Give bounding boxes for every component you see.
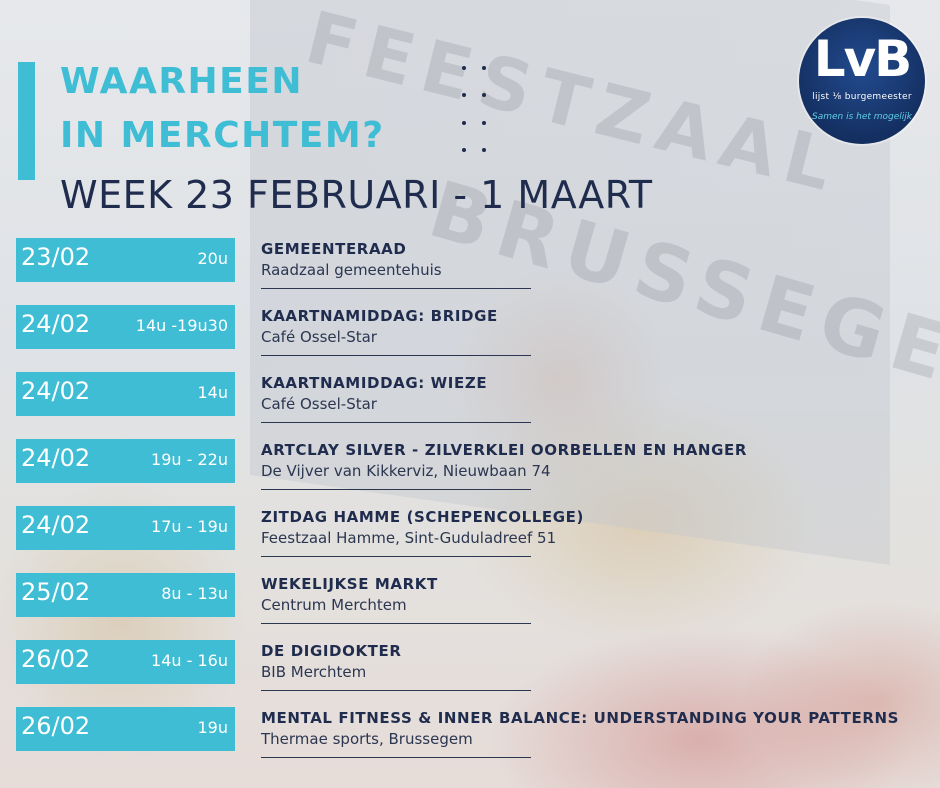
event-location: Raadzaal gemeentehuis <box>261 261 442 279</box>
event-location: Café Ossel-Star <box>261 328 377 346</box>
logo-mark: LvB <box>813 30 913 88</box>
event-divider <box>261 489 531 490</box>
event-date-box: 24/02 19u - 22u <box>16 439 235 483</box>
event-date: 24/02 <box>21 511 91 539</box>
event-date: 24/02 <box>21 444 91 472</box>
event-time: 14u <box>197 383 229 402</box>
event-time: 8u - 13u <box>161 584 228 603</box>
event-divider <box>261 556 531 557</box>
event-location: Thermae sports, Brussegem <box>261 730 473 748</box>
event-location: De Vijver van Kikkerviz, Nieuwbaan 74 <box>261 462 551 480</box>
event-date: 24/02 <box>21 377 91 405</box>
event-date-box: 24/02 17u - 19u <box>16 506 235 550</box>
event-divider <box>261 690 531 691</box>
event-item: 24/02 19u - 22u ARTCLAY SILVER - ZILVERKLE… <box>0 439 940 509</box>
week-heading: WEEK 23 FEBRUARI - 1 MAART <box>60 173 653 217</box>
event-item: 26/02 19u MENTAL FITNESS & INNER BALANCE: … <box>0 707 940 777</box>
event-divider <box>261 355 531 356</box>
event-time: 14u -19u30 <box>135 316 228 335</box>
event-divider <box>261 288 531 289</box>
event-time: 19u <box>197 718 229 737</box>
event-date-box: 23/02 20u <box>16 238 235 282</box>
title-line-1: WAARHEEN <box>60 61 303 102</box>
event-title: DE DIGIDOKTER <box>261 642 402 660</box>
event-location: Centrum Merchtem <box>261 596 407 614</box>
event-date-box: 24/02 14u -19u30 <box>16 305 235 349</box>
event-title: KAARTNAMIDDAG: BRIDGE <box>261 307 498 325</box>
event-location: Café Ossel-Star <box>261 395 377 413</box>
event-location: BIB Merchtem <box>261 663 367 681</box>
event-date: 23/02 <box>21 243 91 271</box>
event-divider <box>261 422 531 423</box>
event-divider <box>261 757 531 758</box>
event-time: 20u <box>197 249 229 268</box>
event-date-box: 24/02 14u <box>16 372 235 416</box>
event-divider <box>261 623 531 624</box>
event-date: 25/02 <box>21 578 91 606</box>
event-date-box: 26/02 14u - 16u <box>16 640 235 684</box>
event-item: 25/02 8u - 13u WEKELIJKSE MARKT Centrum Mer… <box>0 573 940 643</box>
event-time: 14u - 16u <box>151 651 228 670</box>
event-title: GEMEENTERAAD <box>261 240 407 258</box>
event-item: 24/02 14u KAARTNAMIDDAG: WIEZE Café Ossel-S… <box>0 372 940 442</box>
title-line-2: IN MERCHTEM? <box>60 115 385 156</box>
event-item: 24/02 14u -19u30 KAARTNAMIDDAG: BRIDGE Café… <box>0 305 940 375</box>
event-date: 24/02 <box>21 310 91 338</box>
event-title: WEKELIJKSE MARKT <box>261 575 438 593</box>
event-item: 24/02 17u - 19u ZITDAG HAMME (SCHEPENCOLLE… <box>0 506 940 576</box>
logo-subtitle: lijst ⅛ burgemeester <box>812 92 912 102</box>
event-title: ARTCLAY SILVER - ZILVERKLEI OORBELLEN EN… <box>261 441 747 459</box>
event-time: 19u - 22u <box>151 450 228 469</box>
event-title: KAARTNAMIDDAG: WIEZE <box>261 374 488 392</box>
event-item: 26/02 14u - 16u DE DIGIDOKTER BIB Merchtem <box>0 640 940 710</box>
event-title: MENTAL FITNESS & INNER BALANCE: UNDERSTA… <box>261 709 900 727</box>
event-date: 26/02 <box>21 645 91 673</box>
logo-slogan: Samen is het mogelijk <box>811 112 912 122</box>
event-date-box: 26/02 19u <box>16 707 235 751</box>
lvb-logo: LvB lijst ⅛ burgemeester Samen is het mo… <box>799 18 925 144</box>
dot-grid-decoration <box>462 66 492 160</box>
event-location: Feestzaal Hamme, Sint-Guduladreef 51 <box>261 529 557 547</box>
event-time: 17u - 19u <box>151 517 228 536</box>
accent-bar <box>18 62 35 180</box>
event-title: ZITDAG HAMME (SCHEPENCOLLEGE) <box>261 508 584 526</box>
event-item: 23/02 20u GEMEENTERAAD Raadzaal gemeentehui… <box>0 238 940 308</box>
event-date: 26/02 <box>21 712 91 740</box>
event-date-box: 25/02 8u - 13u <box>16 573 235 617</box>
